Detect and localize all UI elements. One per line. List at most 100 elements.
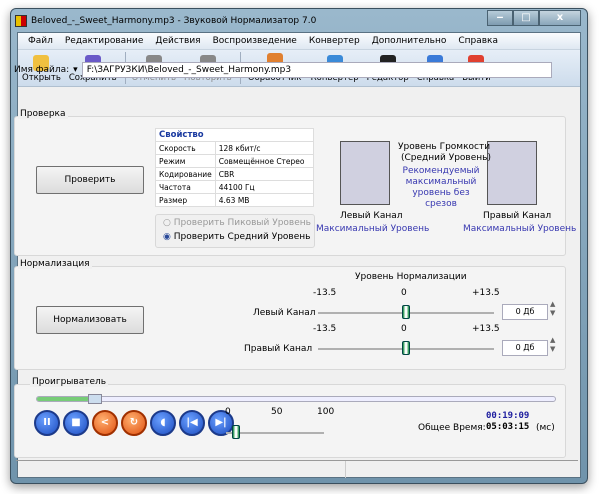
toolbar-label: Отменить bbox=[131, 73, 176, 83]
previous-button[interactable]: |◀ bbox=[179, 410, 205, 436]
menu-item[interactable]: Воспроизведение bbox=[212, 36, 297, 46]
next-icon: ▶| bbox=[215, 417, 227, 428]
left-max-label: +13.5 bbox=[472, 288, 500, 298]
volume-thumb[interactable] bbox=[231, 425, 240, 439]
check-button[interactable]: Проверить bbox=[36, 166, 144, 194]
file-dropdown-icon[interactable]: ▾ bbox=[73, 65, 78, 75]
seek-bar[interactable] bbox=[36, 396, 556, 402]
right-channel-label: Правый Канал bbox=[483, 211, 552, 221]
next-button[interactable]: ▶| bbox=[208, 410, 234, 436]
menu-item[interactable]: Редактирование bbox=[64, 36, 144, 46]
right-mid-label: 0 bbox=[401, 324, 407, 334]
repeat-button[interactable]: ↻ bbox=[121, 410, 147, 436]
radio-peak[interactable]: ○ Проверить Пиковый Уровень bbox=[163, 218, 311, 228]
properties-table: Свойство Скорость 128 кбит/с Режим Совмещён… bbox=[155, 128, 314, 207]
share-icon: < bbox=[100, 417, 110, 428]
player-group-label: Проигрыватель bbox=[30, 377, 109, 387]
right-spin-arrows-icon[interactable]: ▲ ▼ bbox=[550, 336, 556, 353]
status-bar bbox=[16, 460, 578, 478]
window-title: Beloved_-_Sweet_Harmony.mp3 - Звуковой Н… bbox=[31, 16, 317, 26]
left-channel-label: Левый Канал bbox=[340, 211, 403, 221]
toolbar-label: Выйти bbox=[462, 73, 491, 83]
property-value: Совмещённое Стерео bbox=[214, 154, 314, 168]
table-row: Размер 4.63 MB bbox=[155, 193, 314, 207]
table-row: Скорость 128 кбит/с bbox=[155, 141, 314, 155]
property-value: 44100 Гц bbox=[214, 180, 314, 194]
right-norm-value-field[interactable]: 0 Дб bbox=[502, 340, 548, 356]
property-name: Частота bbox=[155, 180, 216, 194]
right-channel-norm-label: Правый Канал bbox=[244, 344, 313, 354]
stop-icon: ■ bbox=[71, 417, 81, 428]
file-row: Имя файла: ▾ F:\ЗАГРУЗКИ\Beloved_-_Sweet… bbox=[14, 62, 552, 78]
status-pane bbox=[16, 461, 346, 478]
menu-item[interactable]: Файл bbox=[28, 36, 53, 46]
left-channel-norm-label: Левый Канал bbox=[253, 308, 316, 318]
left-mid-label: 0 bbox=[401, 288, 407, 298]
radio-icon: ○ bbox=[163, 218, 171, 228]
property-value: 128 кбит/с bbox=[214, 141, 314, 155]
left-spin-arrows-icon[interactable]: ▲ ▼ bbox=[550, 300, 556, 317]
volume-tick-label: 0 bbox=[225, 407, 231, 417]
radio-average-label: Проверить Средний Уровень bbox=[173, 232, 311, 242]
player-controls: II ■ < ↻ ◖ |◀ ▶| bbox=[34, 410, 234, 436]
volume-icon: ◖ bbox=[160, 417, 166, 428]
close-button[interactable]: x bbox=[539, 10, 581, 26]
table-row: Кодирование CBR bbox=[155, 167, 314, 181]
stop-button[interactable]: ■ bbox=[63, 410, 89, 436]
pause-button[interactable]: II bbox=[34, 410, 60, 436]
loudness-subtitle: (Средний Уровень) bbox=[401, 153, 491, 163]
folder-open-icon bbox=[33, 55, 50, 71]
total-time-label: Общее Время: bbox=[418, 423, 486, 433]
toolbar-label: Конвертер bbox=[310, 73, 359, 83]
menu-item[interactable]: Справка bbox=[458, 36, 498, 46]
previous-icon: |◀ bbox=[186, 417, 198, 428]
time-unit: (мс) bbox=[536, 423, 555, 433]
toolbar-label: Открыть bbox=[22, 73, 61, 83]
left-max-level: Максимальный Уровень bbox=[316, 224, 430, 234]
toolbar-button-folder-open[interactable]: Открыть bbox=[22, 55, 61, 86]
volume-tick-label: 50 bbox=[271, 407, 283, 417]
menu-item[interactable]: Действия bbox=[155, 36, 201, 46]
right-norm-thumb[interactable] bbox=[402, 341, 410, 355]
left-channel-meter bbox=[340, 141, 390, 205]
left-norm-value-field[interactable]: 0 Дб bbox=[502, 304, 548, 320]
title-bar: Beloved_-_Sweet_Harmony.mp3 - Звуковой Н… bbox=[15, 12, 316, 30]
minimize-button[interactable]: ‒ bbox=[487, 10, 513, 26]
property-name: Кодирование bbox=[155, 167, 216, 181]
volume-button[interactable]: ◖ bbox=[150, 410, 176, 436]
repeat-icon: ↻ bbox=[129, 417, 139, 428]
file-path-field[interactable]: F:\ЗАГРУЗКИ\Beloved_-_Sweet_Harmony.mp3 bbox=[81, 62, 552, 78]
maximize-button[interactable]: □ bbox=[513, 10, 539, 26]
right-max-level: Максимальный Уровень bbox=[463, 224, 577, 234]
property-value: 4.63 MB bbox=[214, 193, 314, 207]
table-row: Частота 44100 Гц bbox=[155, 180, 314, 194]
recommended-text: Рекомендуемый максимальный уровень без с… bbox=[402, 166, 480, 209]
radio-peak-label: Проверить Пиковый Уровень bbox=[173, 218, 311, 228]
share-button[interactable]: < bbox=[92, 410, 118, 436]
property-name: Размер bbox=[155, 193, 216, 207]
current-time: 00:19:09 bbox=[486, 411, 530, 421]
normalize-button[interactable]: Нормализовать bbox=[36, 306, 144, 334]
check-mode-box bbox=[155, 214, 315, 248]
file-label: Имя файла: bbox=[14, 65, 70, 75]
property-name: Режим bbox=[155, 154, 216, 168]
table-header: Свойство bbox=[155, 128, 314, 142]
volume-track bbox=[226, 432, 324, 434]
pause-icon: II bbox=[43, 417, 51, 428]
seek-thumb[interactable] bbox=[88, 394, 102, 404]
radio-average[interactable]: ◉ Проверить Средний Уровень bbox=[163, 232, 310, 242]
menu-item[interactable]: Дополнительно bbox=[371, 36, 447, 46]
table-row: Режим Совмещённое Стерео bbox=[155, 154, 314, 168]
toolbar-label: Справка bbox=[416, 73, 455, 83]
toolbar-label: Сохранить bbox=[68, 73, 117, 83]
check-group-label: Проверка bbox=[18, 109, 68, 119]
loudness-title: Уровень Громкости bbox=[398, 142, 491, 152]
menu-item[interactable]: Конвертер bbox=[308, 36, 360, 46]
property-value: CBR bbox=[214, 167, 314, 181]
left-norm-thumb[interactable] bbox=[402, 305, 410, 319]
volume-tick-label: 100 bbox=[317, 407, 335, 417]
left-min-label: -13.5 bbox=[313, 288, 337, 298]
toolbar-label: Повторить bbox=[183, 73, 232, 83]
right-min-label: -13.5 bbox=[313, 324, 337, 334]
property-name: Скорость bbox=[155, 141, 216, 155]
